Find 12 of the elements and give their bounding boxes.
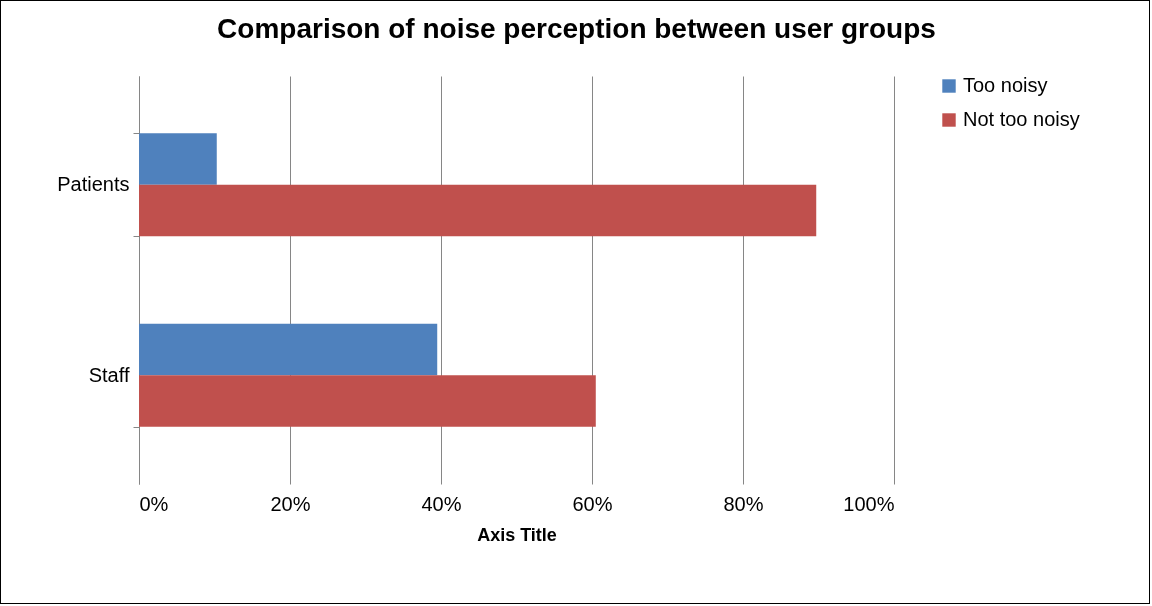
x-tick-label: 60% <box>572 492 613 515</box>
x-axis-title: Axis Title <box>477 524 557 545</box>
legend-label: Too noisy <box>963 74 1048 96</box>
x-tick-label: 40% <box>421 492 462 515</box>
y-tick-label: Staff <box>88 363 130 386</box>
x-tick-label: 20% <box>270 492 311 515</box>
y-tick-label: Patients <box>57 173 130 196</box>
chart-title: Comparison of noise perception between user groups <box>217 13 936 44</box>
x-tick-label: 80% <box>723 492 764 515</box>
legend-label: Not too noisy <box>963 108 1080 130</box>
x-tick-label: 100% <box>843 492 895 515</box>
x-tick-label: 0% <box>139 492 169 515</box>
